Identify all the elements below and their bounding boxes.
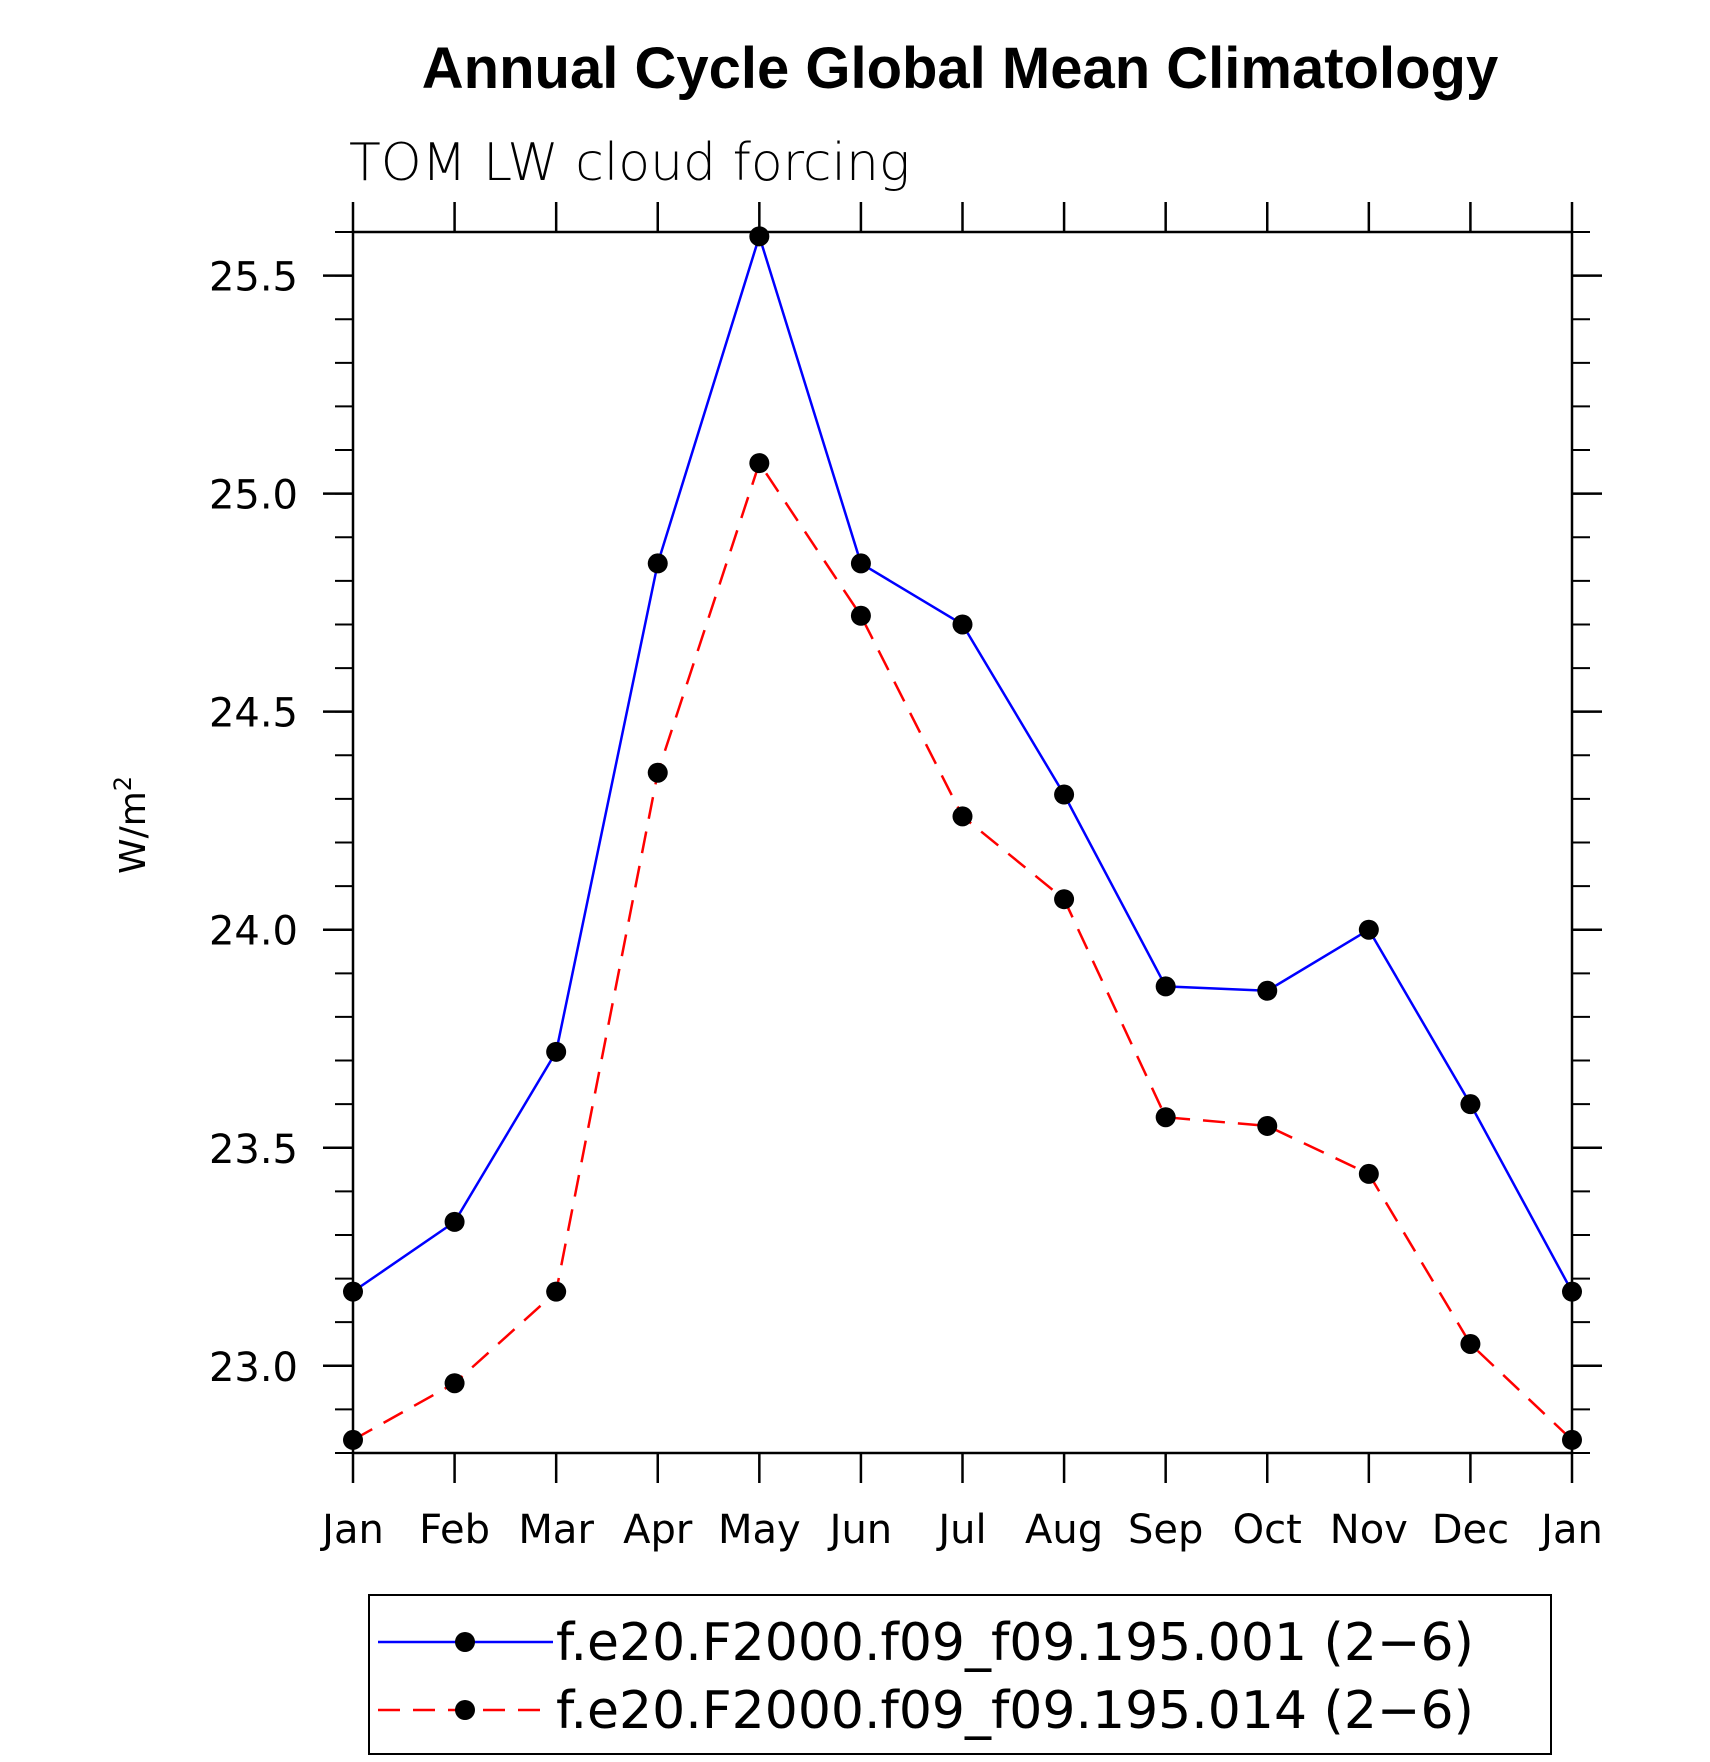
series-layer bbox=[343, 226, 1582, 1450]
series-1 bbox=[343, 226, 1582, 1302]
series-2-point bbox=[343, 1429, 363, 1450]
y-tick-label: 25.0 bbox=[209, 473, 298, 519]
x-tick-label: Apr bbox=[623, 1507, 693, 1553]
legend-label-2: f.e20.F2000.f09_f09.195.014 (2−6) bbox=[556, 1681, 1474, 1741]
legend-box bbox=[368, 1594, 1552, 1755]
series-2-point bbox=[749, 453, 770, 474]
series-1-point bbox=[1054, 784, 1075, 805]
series-1-point bbox=[343, 1281, 363, 1302]
y-axis-label: W/m2 bbox=[109, 776, 154, 874]
y-tick-label: 24.0 bbox=[209, 909, 298, 955]
legend-marker-2 bbox=[455, 1700, 475, 1720]
series-2-line bbox=[352, 460, 1573, 1442]
series-1-point bbox=[1358, 919, 1379, 940]
series-2-point bbox=[546, 1281, 567, 1302]
legend-label-1: f.e20.F2000.f09_f09.195.001 (2−6) bbox=[556, 1613, 1474, 1673]
x-tick-label: Mar bbox=[518, 1507, 594, 1553]
y-tick-label: 23.5 bbox=[209, 1127, 298, 1173]
y-tick-label: 24.5 bbox=[209, 691, 298, 737]
legend: f.e20.F2000.f09_f09.195.001 (2−6) f.e20.F… bbox=[368, 1594, 1552, 1755]
series-2-point bbox=[1257, 1115, 1278, 1136]
series-1-point bbox=[952, 614, 973, 635]
plot-frame bbox=[351, 230, 1574, 1455]
series-2-point bbox=[647, 762, 668, 783]
series-2-point bbox=[444, 1373, 465, 1394]
series-2-point bbox=[1562, 1429, 1582, 1450]
series-1-point bbox=[444, 1211, 465, 1232]
series-1-line bbox=[352, 232, 1574, 1293]
y-axis-label-text: W/m bbox=[113, 791, 154, 874]
x-tick-label: Jan bbox=[1538, 1507, 1603, 1553]
axes: Jan Feb Mar Apr May Jun Jul Aug Sep Oct Nov Dec Jan 2… bbox=[209, 202, 1603, 1553]
series-1-point bbox=[1460, 1094, 1481, 1115]
x-tick-label: Aug bbox=[1025, 1507, 1103, 1553]
x-tick-label: Oct bbox=[1233, 1507, 1302, 1553]
series-1-point bbox=[647, 553, 668, 574]
legend-marker-1 bbox=[455, 1632, 475, 1652]
series-2-point bbox=[850, 605, 871, 626]
series-1-point bbox=[749, 226, 770, 247]
y-axis-label-superscript: 2 bbox=[109, 776, 137, 791]
chart-title: Annual Cycle Global Mean Climatology bbox=[422, 36, 1498, 101]
x-tick-label: Jun bbox=[827, 1507, 893, 1553]
series-2-point bbox=[1054, 889, 1075, 910]
series-2 bbox=[343, 453, 1582, 1450]
series-1-point bbox=[1155, 976, 1176, 997]
series-1-point bbox=[1562, 1281, 1582, 1302]
x-tick-label: Jul bbox=[935, 1507, 986, 1553]
y-tick-label: 25.5 bbox=[209, 255, 298, 301]
svg-text:W/m2: W/m2 bbox=[109, 776, 154, 874]
x-tick-label: Sep bbox=[1128, 1507, 1203, 1553]
series-2-point bbox=[1358, 1163, 1379, 1184]
series-1-point bbox=[546, 1041, 567, 1062]
x-tick-label: Dec bbox=[1432, 1507, 1509, 1553]
x-tick-label: May bbox=[718, 1507, 801, 1553]
series-2-point bbox=[1460, 1333, 1481, 1354]
chart-subtitle: TOM LW cloud forcing bbox=[349, 133, 910, 193]
x-tick-label: Nov bbox=[1330, 1507, 1408, 1553]
series-1-point bbox=[850, 553, 871, 574]
series-2-point bbox=[1155, 1107, 1176, 1128]
series-1-point bbox=[1257, 980, 1278, 1001]
x-tick-label: Jan bbox=[319, 1507, 384, 1553]
y-tick-label: 23.0 bbox=[209, 1345, 298, 1391]
series-2-point bbox=[952, 806, 973, 827]
x-tick-label: Feb bbox=[419, 1507, 490, 1553]
